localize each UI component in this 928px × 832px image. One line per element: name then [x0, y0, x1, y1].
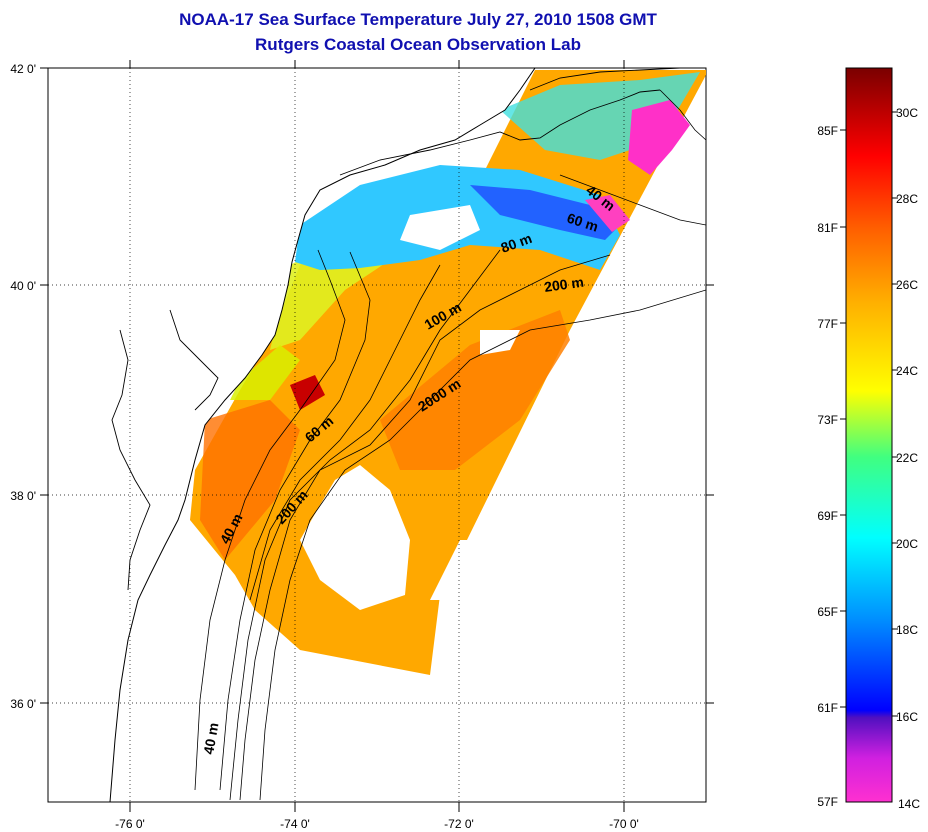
isobath-2000m — [259, 289, 706, 801]
colorbar-f-label: 65F — [817, 605, 838, 619]
isobath-80m — [249, 264, 441, 601]
colorbar-c-label: 24C — [896, 364, 918, 378]
isobath-label: 200 m — [543, 274, 585, 295]
colorbar-f-label: 61F — [817, 701, 838, 715]
colorbar — [845, 67, 893, 803]
lon-tick-label: -70 0' — [609, 817, 639, 831]
delaware-bay — [169, 309, 219, 411]
new-england-coast — [529, 68, 681, 91]
isobath-100m — [229, 249, 501, 801]
colorbar-c-label: 22C — [896, 451, 918, 465]
isobath-200m — [239, 254, 611, 801]
isobath-shelf-north — [559, 174, 706, 226]
sst-upwelling-patch — [585, 195, 630, 232]
colorbar-f-label: 81F — [817, 221, 838, 235]
sst-warm-patch — [380, 310, 570, 470]
sst-cold-band — [470, 185, 620, 240]
isobath-40m — [194, 249, 346, 791]
long-island-coast — [339, 89, 661, 176]
lat-tick-label: 38 0' — [10, 489, 36, 503]
figure-title: NOAA-17 Sea Surface Temperature July 27,… — [179, 10, 657, 29]
colorbar-c-label: 30C — [896, 106, 918, 120]
lon-tick-label: -72 0' — [444, 817, 474, 831]
colorbar-c-label: 18C — [896, 623, 918, 637]
colorbar-c-label: 16C — [896, 710, 918, 724]
chesapeake-bay — [111, 329, 151, 591]
sst-upwelling-patch — [628, 100, 690, 175]
sst-warm-bay — [290, 375, 325, 410]
isobath-shelf-north — [659, 89, 706, 141]
sst-nearshore-band — [230, 345, 300, 400]
cloud-gap — [430, 540, 480, 600]
colorbar-c-label: 26C — [896, 278, 918, 292]
cloud-gap — [480, 330, 520, 355]
coastline-land — [48, 68, 536, 802]
colorbar-f-label: 73F — [817, 413, 838, 427]
figure-subtitle: Rutgers Coastal Ocean Observation Lab — [255, 35, 581, 54]
lat-tick-label: 42 0' — [10, 62, 36, 76]
graticule — [48, 68, 706, 802]
map-content: 40 m 60 m 80 m 200 m 100 m 2000 m 60 m 2… — [48, 68, 706, 802]
lat-tick-label: 36 0' — [10, 697, 36, 711]
colorbar-f-label: 57F — [817, 795, 838, 809]
colorbar-c-label: 20C — [896, 537, 918, 551]
cloud-gap — [400, 205, 480, 250]
colorbar-f-label: 69F — [817, 509, 838, 523]
lon-tick-label: -76 0' — [115, 817, 145, 831]
colorbar-c-label: 14C — [898, 797, 920, 811]
colorbar-f-label: 77F — [817, 317, 838, 331]
lat-tick-label: 40 0' — [10, 279, 36, 293]
lon-tick-label: -74 0' — [280, 817, 310, 831]
frame-ticks — [40, 60, 714, 812]
colorbar-c-label: 28C — [896, 192, 918, 206]
isobath-label: 40 m — [200, 721, 221, 755]
colorbar-f-label: 85F — [817, 124, 838, 138]
isobath-lines — [194, 89, 706, 801]
colorbar-ticks — [840, 111, 898, 717]
cloud-gap — [300, 465, 410, 610]
sst-warm-patch — [200, 400, 300, 560]
